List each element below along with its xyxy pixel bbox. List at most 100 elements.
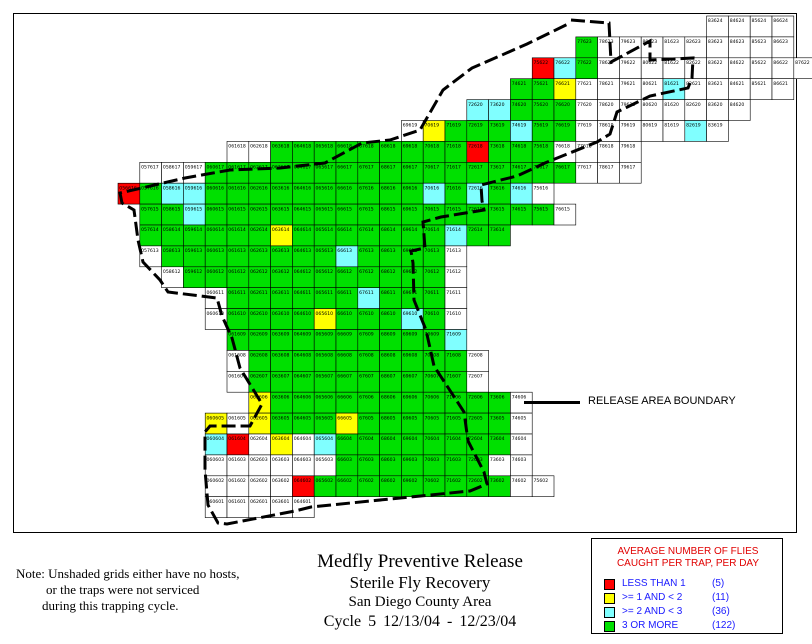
- legend-item-count: (5): [712, 578, 725, 589]
- grid-cell-label: 058617: [163, 165, 181, 171]
- grid-cell: 064602: [292, 475, 315, 497]
- grid-cell: 064612: [292, 266, 315, 288]
- grid-cell-label: 062615: [250, 206, 268, 212]
- grid-cell: 66606: [335, 391, 359, 414]
- grid-cell-label: 064608: [294, 353, 312, 359]
- grid-cell-label: 69619: [403, 123, 418, 129]
- grid-cell: 065615: [313, 203, 337, 226]
- grid-cell: 73618: [488, 141, 511, 163]
- grid-cell: 063615: [270, 203, 293, 226]
- grid-cell: 77621: [575, 78, 598, 100]
- grid-cell-label: 72615: [468, 206, 483, 212]
- grid-cell: 062614: [248, 224, 271, 247]
- grid-cell-label: 061603: [228, 457, 246, 463]
- grid-cell-label: 68606: [381, 394, 396, 400]
- release-area-boundary: [118, 18, 695, 526]
- grid-cell: 68608: [379, 350, 402, 372]
- grid-cell-label: 81623: [664, 39, 679, 45]
- grid-cell-label: 73605: [490, 415, 505, 421]
- grid-cell-label: 71619: [446, 123, 461, 129]
- grid-cell: 75621: [531, 78, 555, 100]
- grid-cell-label: 82619: [686, 123, 701, 129]
- grid-cell: 87622: [793, 57, 812, 79]
- grid-cell-label: 69602: [403, 478, 418, 484]
- grid-cell-label: 68603: [381, 457, 396, 463]
- grid-cell: 70606: [422, 391, 446, 414]
- grid-cell-label: 83619: [708, 123, 723, 129]
- grid-cell: 057617: [139, 162, 162, 184]
- grid-cell-label: 85624: [752, 18, 767, 24]
- grid-cell-label: 78619: [599, 123, 614, 129]
- grid-cell-label: 68605: [381, 415, 396, 421]
- grid-cell: 72614: [466, 224, 489, 247]
- grid-cell: 064616: [292, 182, 315, 205]
- grid-cell: 79621: [619, 78, 642, 100]
- grid-cell-label: 70609: [425, 332, 440, 338]
- grid-cell: 66614: [335, 224, 359, 247]
- grid-cell: 061605: [226, 412, 250, 435]
- grid-cell-label: 67615: [359, 206, 374, 212]
- grid-cell: 061601: [226, 496, 250, 518]
- grid-cell: 68613: [379, 245, 402, 268]
- grid-cell: 85621: [749, 78, 773, 100]
- grid-cell: 86623: [771, 36, 795, 59]
- grid-cell: 75618: [531, 141, 555, 163]
- trap-grid-map: 83624 84624 85624 86624 77623 78623 79623 80623…: [117, 15, 812, 526]
- grid-cell: 058616: [161, 182, 184, 205]
- grid-cell: 81622: [662, 57, 686, 79]
- grid-cell: 72619: [466, 120, 489, 142]
- grid-cell-label: 66618: [337, 144, 352, 150]
- grid-cell: 063608: [270, 350, 293, 372]
- grid-cell: 73615: [488, 203, 511, 226]
- grid-cell-label: 68607: [381, 374, 396, 380]
- grid-cell: 67607: [357, 370, 380, 393]
- grid-cell-label: 72603: [468, 457, 483, 463]
- grid-cell-label: 79623: [621, 39, 636, 45]
- grid-cell-label: 69608: [403, 353, 418, 359]
- grid-cell: 065609: [313, 329, 337, 351]
- grid-cell-label: 064615: [294, 206, 312, 212]
- grid-cell-label: 064610: [294, 311, 312, 317]
- grid-cell: 058614: [161, 224, 184, 247]
- grid-cell: 060612: [204, 266, 228, 288]
- legend-title-line-2: CAUGHT PER TRAP, PER DAY: [616, 558, 760, 569]
- grid-cell-label: 66617: [337, 165, 352, 171]
- grid-cell: 75616: [531, 182, 555, 205]
- grid-cell: 69609: [401, 329, 424, 351]
- grid-cell-label: 66611: [337, 290, 352, 296]
- grid-cell-label: 73616: [490, 185, 505, 191]
- grid-cell: 73616: [488, 182, 511, 205]
- grid-cell-label: 87622: [795, 60, 810, 66]
- grid-cell: 66613: [335, 245, 359, 268]
- grid-cell-label: 059613: [185, 248, 203, 254]
- title-line-3: San Diego County Area: [348, 594, 492, 610]
- grid-cell: 83622: [706, 57, 729, 79]
- grid-cell-label: 77619: [577, 123, 592, 129]
- grid-cell-label: 063604: [272, 436, 290, 442]
- grid-cell-label: 064617: [294, 165, 312, 171]
- grid-cell-label: 79622: [621, 60, 636, 66]
- grid-cell: 73614: [488, 224, 511, 247]
- grid-cell-label: 73603: [490, 457, 505, 463]
- grid-cell: 66607: [335, 370, 359, 393]
- grid-cell-label: 71615: [446, 206, 461, 212]
- grid-cell: 77623: [575, 36, 598, 59]
- grid-cell: 79622: [619, 57, 642, 79]
- grid-cell-label: 70607: [425, 374, 440, 380]
- grid-cell-label: 66616: [337, 185, 352, 191]
- grid-cell-label: 71611: [446, 290, 461, 296]
- grid-cell: 68618: [379, 141, 402, 163]
- grid-cell-label: 66603: [337, 457, 352, 463]
- grid-cell: 68611: [379, 287, 402, 309]
- grid-cell: 79617: [619, 162, 642, 184]
- grid-cell-label: 69612: [403, 269, 418, 275]
- grid-cell: 68609: [379, 329, 402, 351]
- grid-cell: 66603: [335, 454, 359, 477]
- grid-cell: 70603: [422, 454, 446, 477]
- legend-item-count: (122): [712, 620, 736, 631]
- grid-cell-label: 72605: [468, 415, 483, 421]
- legend-item-2-to-3: >= 2 AND < 3 (36): [604, 606, 782, 619]
- grid-cell-label: 68609: [381, 332, 396, 338]
- grid-cell-label: 74617: [512, 165, 527, 171]
- grid-cell: 063606: [270, 391, 293, 414]
